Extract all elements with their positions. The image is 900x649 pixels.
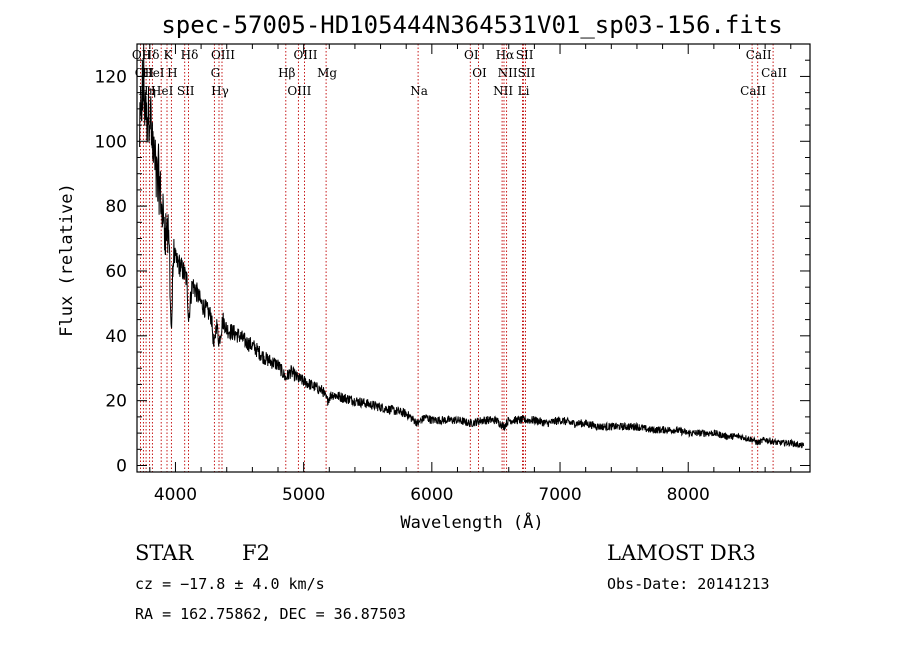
line-label-14: OIII: [287, 84, 311, 98]
y-tick-label-5: 100: [95, 132, 127, 152]
x-tick-label-1: 5000: [282, 485, 325, 505]
x-tick-label-3: 7000: [538, 485, 581, 505]
line-label-23: Li: [518, 84, 530, 98]
sky-coordinates: RA = 162.75862, DEC = 36.87503: [135, 605, 406, 623]
line-label-3: Hδ: [142, 48, 160, 62]
line-label-24: SII: [516, 48, 534, 62]
line-label-5: HeI: [151, 84, 174, 98]
object-subclass: F2: [242, 541, 270, 565]
y-axis-ticks: 0 20 40 60 80 100 120: [95, 59, 810, 477]
line-label-4: HeI: [142, 66, 165, 80]
line-label-18: OI: [464, 48, 479, 62]
x-tick-label-0: 4000: [154, 485, 197, 505]
line-label-27: CaII: [746, 48, 772, 62]
line-label-9: Hδ: [181, 48, 199, 62]
y-axis-label: Flux (relative): [57, 183, 77, 337]
line-label-28: CaII: [761, 66, 787, 80]
emission-line-labels: OIIOIIHηHδHeIHeIKHSIIHδGHγOIIIHβOIIIOIII…: [132, 48, 787, 98]
line-label-15: OIII: [293, 48, 317, 62]
flux-series-line: [139, 44, 805, 449]
emission-line-markers: [140, 44, 774, 472]
y-tick-label-0: 0: [116, 457, 127, 477]
y-tick-label-6: 120: [95, 67, 127, 87]
y-tick-label-4: 80: [105, 197, 127, 217]
line-label-20: NII: [493, 84, 513, 98]
y-tick-label-1: 20: [105, 392, 127, 412]
line-label-7: H: [167, 66, 177, 80]
redshift-velocity: cz = −17.8 ± 4.0 km/s: [135, 575, 325, 593]
line-label-26: CaII: [740, 84, 766, 98]
x-axis-label: Wavelength (Å): [400, 511, 543, 533]
line-label-8: SII: [177, 84, 195, 98]
object-class: STAR: [135, 541, 194, 565]
line-label-21: Hα: [496, 48, 515, 62]
x-axis-ticks: 4000 5000 6000 7000 8000: [149, 44, 792, 505]
line-label-17: Na: [410, 84, 428, 98]
line-label-22: NII: [498, 66, 518, 80]
plot-frame: [136, 43, 811, 473]
line-label-10: G: [211, 66, 221, 80]
line-label-12: OIII: [211, 48, 235, 62]
line-label-16: Mg: [317, 66, 337, 80]
x-tick-label-4: 8000: [667, 485, 710, 505]
line-label-11: Hγ: [211, 84, 229, 98]
chart-title: spec-57005-HD105444N364531V01_sp03-156.f…: [161, 11, 782, 39]
x-tick-label-2: 6000: [410, 485, 453, 505]
y-tick-label-2: 40: [105, 327, 127, 347]
line-label-19: OI: [472, 66, 487, 80]
line-label-25: SII: [518, 66, 536, 80]
line-label-6: K: [164, 48, 174, 62]
survey-name: LAMOST DR3: [607, 541, 756, 565]
y-tick-label-3: 60: [105, 262, 127, 282]
observation-date: Obs-Date: 20141213: [607, 575, 770, 593]
line-label-13: Hβ: [278, 66, 295, 80]
